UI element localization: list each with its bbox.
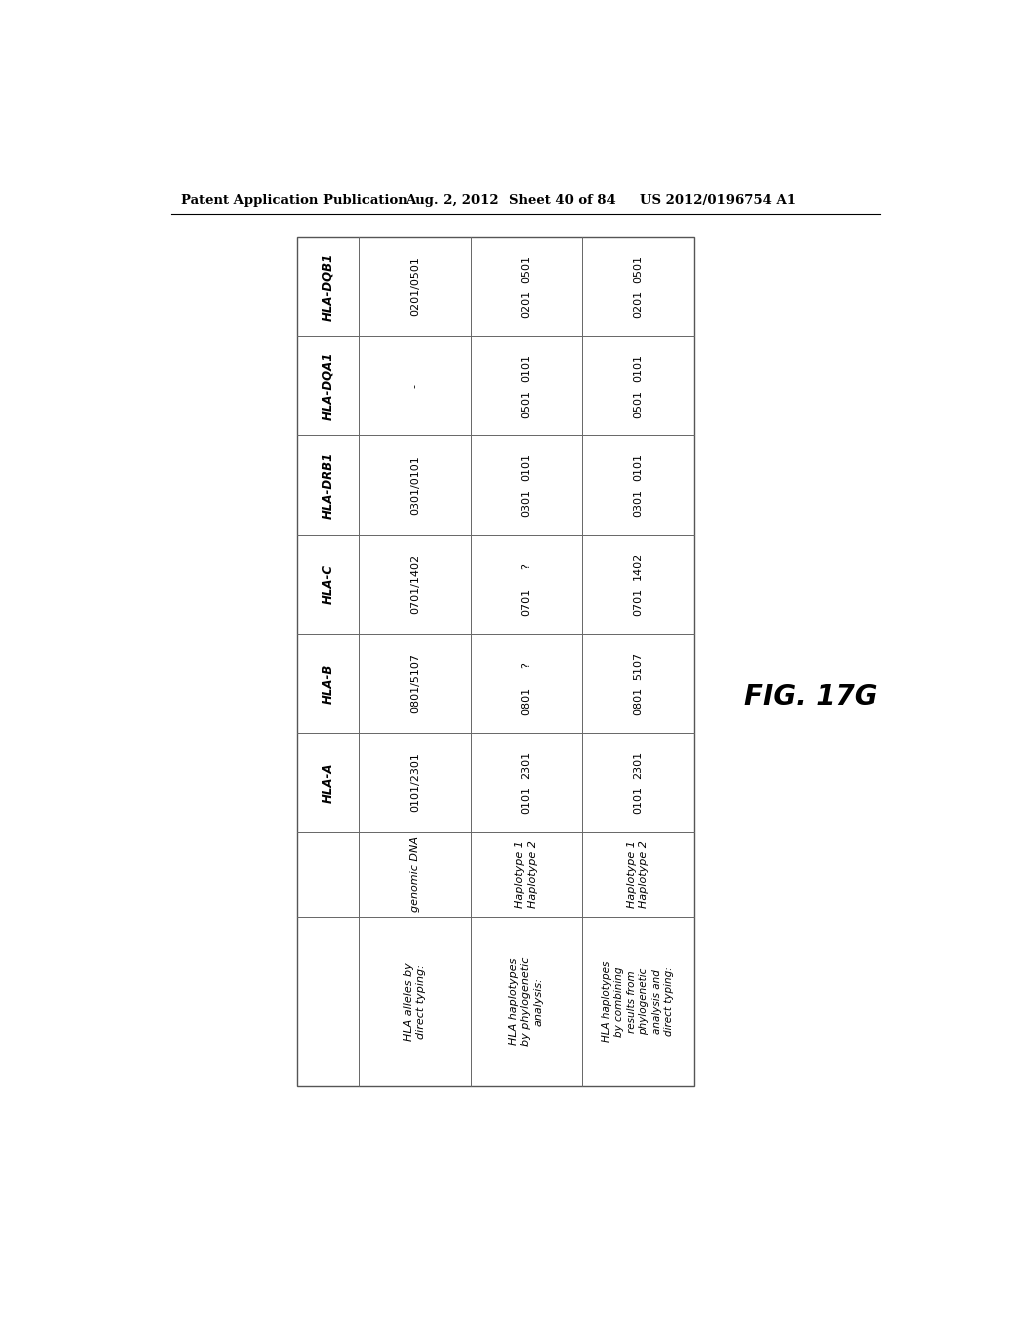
Text: 0101/2301: 0101/2301 bbox=[410, 752, 420, 813]
Bar bbox=[297, 238, 693, 1086]
Text: 0701: 0701 bbox=[521, 587, 531, 616]
Text: 0101: 0101 bbox=[633, 354, 643, 381]
Text: FIG. 17G: FIG. 17G bbox=[744, 684, 878, 711]
Text: HLA-A: HLA-A bbox=[322, 762, 335, 803]
Text: 2301: 2301 bbox=[521, 751, 531, 779]
Text: 0301: 0301 bbox=[633, 488, 643, 517]
Text: 0801: 0801 bbox=[633, 688, 643, 715]
Text: 0501: 0501 bbox=[633, 255, 643, 282]
Text: 0201/0501: 0201/0501 bbox=[410, 256, 420, 317]
Text: HLA-B: HLA-B bbox=[322, 663, 335, 704]
Text: Haplotype 1
Haplotype 2: Haplotype 1 Haplotype 2 bbox=[515, 841, 538, 908]
Text: HLA haplotypes
by phylogenetic
analysis:: HLA haplotypes by phylogenetic analysis: bbox=[509, 957, 544, 1047]
Text: -: - bbox=[410, 384, 420, 388]
Text: 0801: 0801 bbox=[521, 688, 531, 715]
Text: 0501: 0501 bbox=[633, 389, 643, 417]
Text: ?: ? bbox=[521, 663, 531, 668]
Text: HLA-DQB1: HLA-DQB1 bbox=[322, 252, 335, 321]
Text: HLA-DQA1: HLA-DQA1 bbox=[322, 351, 335, 420]
Text: Haplotype 1
Haplotype 2: Haplotype 1 Haplotype 2 bbox=[627, 841, 649, 908]
Text: HLA alleles by
direct typing:: HLA alleles by direct typing: bbox=[403, 962, 426, 1041]
Text: 0101: 0101 bbox=[521, 787, 531, 814]
Text: 0501: 0501 bbox=[521, 255, 531, 282]
Text: 1402: 1402 bbox=[633, 552, 643, 581]
Text: genomic DNA: genomic DNA bbox=[410, 837, 420, 912]
Text: Aug. 2, 2012: Aug. 2, 2012 bbox=[406, 194, 499, 207]
Text: 0201: 0201 bbox=[521, 290, 531, 318]
Text: ?: ? bbox=[521, 564, 531, 569]
Text: HLA-DRB1: HLA-DRB1 bbox=[322, 451, 335, 519]
Text: 0101: 0101 bbox=[521, 453, 531, 480]
Text: US 2012/0196754 A1: US 2012/0196754 A1 bbox=[640, 194, 796, 207]
Text: HLA haplotypes
by combining
results from
phylogenetic
analysis and
direct typing: HLA haplotypes by combining results from… bbox=[602, 961, 674, 1043]
Text: 5107: 5107 bbox=[633, 652, 643, 680]
Text: 0301: 0301 bbox=[521, 488, 531, 517]
Text: 2301: 2301 bbox=[633, 751, 643, 779]
Text: 0801/5107: 0801/5107 bbox=[410, 653, 420, 713]
Text: Patent Application Publication: Patent Application Publication bbox=[180, 194, 408, 207]
Text: HLA-C: HLA-C bbox=[322, 564, 335, 605]
Text: 0101: 0101 bbox=[521, 354, 531, 381]
Text: 0101: 0101 bbox=[633, 787, 643, 814]
Text: 0501: 0501 bbox=[521, 389, 531, 417]
Text: Sheet 40 of 84: Sheet 40 of 84 bbox=[509, 194, 616, 207]
Text: 0701: 0701 bbox=[633, 587, 643, 616]
Text: 0301/0101: 0301/0101 bbox=[410, 455, 420, 515]
Text: 0201: 0201 bbox=[633, 290, 643, 318]
Text: 0101: 0101 bbox=[633, 453, 643, 480]
Text: 0701/1402: 0701/1402 bbox=[410, 554, 420, 614]
